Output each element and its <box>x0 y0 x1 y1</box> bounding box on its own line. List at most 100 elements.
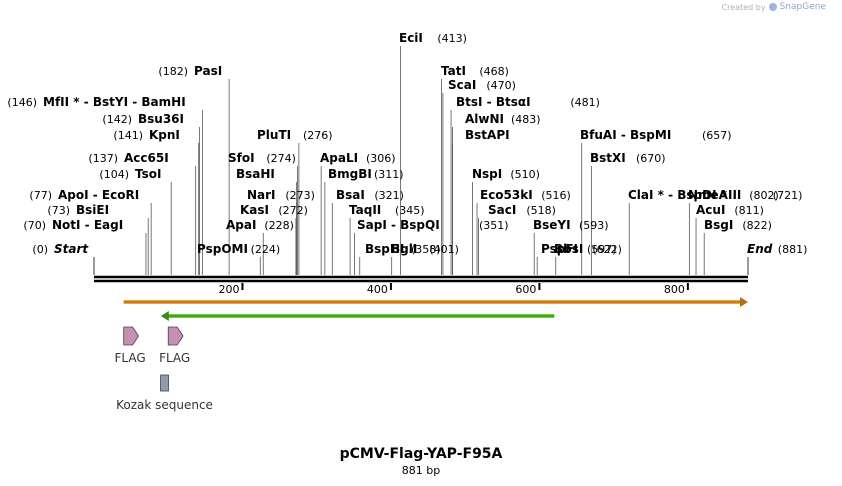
site-name: BstAPI <box>465 128 510 142</box>
site-name: BsaHI <box>236 167 275 181</box>
site-name: TsoI <box>135 167 161 181</box>
site-position: (483) <box>511 113 541 126</box>
site-name: PspFI <box>541 242 578 256</box>
site-position: (345) <box>395 204 425 217</box>
site-position: (516) <box>541 189 571 202</box>
tick-label-200: 200 <box>218 283 239 296</box>
site-position: (142) <box>102 113 132 126</box>
orange-feature-arrowhead <box>740 297 748 307</box>
site-position: (77) <box>29 189 52 202</box>
site-name: Bsu36I <box>138 112 184 126</box>
site-name: BtsI - BtsαI <box>456 95 531 109</box>
site-position: (802) <box>749 189 779 202</box>
site-position: (481) <box>570 96 600 109</box>
tick-group: 200 400 600 800 <box>218 283 689 296</box>
site-name: AlwNI <box>465 112 504 126</box>
site-name: SacI <box>488 203 516 217</box>
site-name: EciI <box>399 31 423 45</box>
site-name: NspI <box>472 167 502 181</box>
site-position: (141) <box>113 129 143 142</box>
site-position: (413) <box>437 32 467 45</box>
site-position: (306) <box>366 152 396 165</box>
site-position: (401) <box>429 243 459 256</box>
site-position: (224) <box>251 243 281 256</box>
site-name: KpnI <box>149 128 180 142</box>
site-name: End <box>747 242 773 256</box>
site-name: BmgBI <box>328 167 372 181</box>
site-name: ApaI <box>226 218 256 232</box>
site-position: (311) <box>374 168 404 181</box>
site-name: PasI <box>194 64 222 78</box>
site-position: (670) <box>636 152 666 165</box>
site-position: (358) <box>411 243 441 256</box>
site-name: ClaI * - BspDI * <box>628 188 728 202</box>
site-position: (0) <box>32 243 48 256</box>
kozak-feature-box <box>160 374 169 392</box>
watermark-prefix: Created by <box>721 2 766 12</box>
plasmid-title: pCMV-Flag-YAP-F95A <box>339 446 503 462</box>
flag-feature-label: FLAG <box>115 351 146 365</box>
site-name: BsiEI <box>76 203 109 217</box>
plasmid-length: 881 bp <box>401 464 441 477</box>
site-name: SfoI <box>228 151 255 165</box>
site-name: BsaI <box>336 188 365 202</box>
site-name: BglI <box>391 242 417 256</box>
site-name: PluTI <box>257 128 291 142</box>
site-position: (276) <box>303 129 333 142</box>
site-name: Eco53kI <box>480 188 533 202</box>
site-position: (657) <box>702 129 732 142</box>
site-position: (182) <box>158 65 188 78</box>
site-name: SapI - BspQI <box>357 218 440 232</box>
site-position: (272) <box>278 204 308 217</box>
site-label-group: Start (0) NotI - EagI (70) BsiEI (73) ApoI - E… <box>7 31 807 256</box>
tick-label-600: 600 <box>515 283 536 296</box>
site-position: (881) <box>778 243 808 256</box>
flag-feature-arrow <box>167 326 184 346</box>
site-position: (518) <box>526 204 556 217</box>
watermark-brand: SnapGene <box>779 2 826 12</box>
green-feature-arrowhead <box>160 311 169 321</box>
site-position: (811) <box>734 204 764 217</box>
tick-label-400: 400 <box>367 283 388 296</box>
site-name: Acc65I <box>124 151 169 165</box>
site-name: ApaLI <box>320 151 358 165</box>
site-name: ApoI - EcoRI <box>58 188 139 202</box>
site-position: (468) <box>479 65 509 78</box>
site-name: ScaI <box>448 78 476 92</box>
snapgene-logo-icon <box>768 3 777 11</box>
kozak-feature-label: Kozak sequence <box>116 398 213 412</box>
site-name: Start <box>54 242 89 256</box>
site-position: (822) <box>742 219 772 232</box>
feature-group: FLAG FLAG Kozak sequence <box>115 297 748 412</box>
site-position: (593) <box>579 219 609 232</box>
site-leader-group <box>93 46 749 275</box>
site-name: MfII * - BstYI - BamHI <box>43 95 186 109</box>
site-position: (721) <box>773 189 803 202</box>
site-name: BsgI <box>704 218 733 232</box>
site-position: (597) <box>587 243 617 256</box>
site-name: BbsI <box>554 242 583 256</box>
site-position: (73) <box>47 204 70 217</box>
site-name: NarI <box>247 188 276 202</box>
site-name: NotI - EagI <box>52 218 123 232</box>
flag-feature-label: FLAG <box>159 351 190 365</box>
site-position: (622) <box>592 243 622 256</box>
site-position: (273) <box>285 189 315 202</box>
snapgene-watermark: Created by SnapGene <box>722 2 826 12</box>
site-position: (70) <box>23 219 46 232</box>
site-name: NmeAIII <box>688 188 741 202</box>
tick-label-800: 800 <box>664 283 685 296</box>
site-name: BfuAI - BspMI <box>580 128 671 142</box>
site-position: (470) <box>486 79 516 92</box>
site-name: BspHI <box>365 242 404 256</box>
site-name: PspOMI <box>197 242 248 256</box>
site-name: KasI <box>240 203 269 217</box>
site-position: (510) <box>510 168 540 181</box>
site-position: (351) <box>479 219 509 232</box>
site-position: (321) <box>374 189 404 202</box>
site-position: (104) <box>99 168 129 181</box>
site-name: TatI <box>441 64 466 78</box>
site-name: TaqII <box>349 203 381 217</box>
flag-feature-arrow <box>123 326 140 346</box>
